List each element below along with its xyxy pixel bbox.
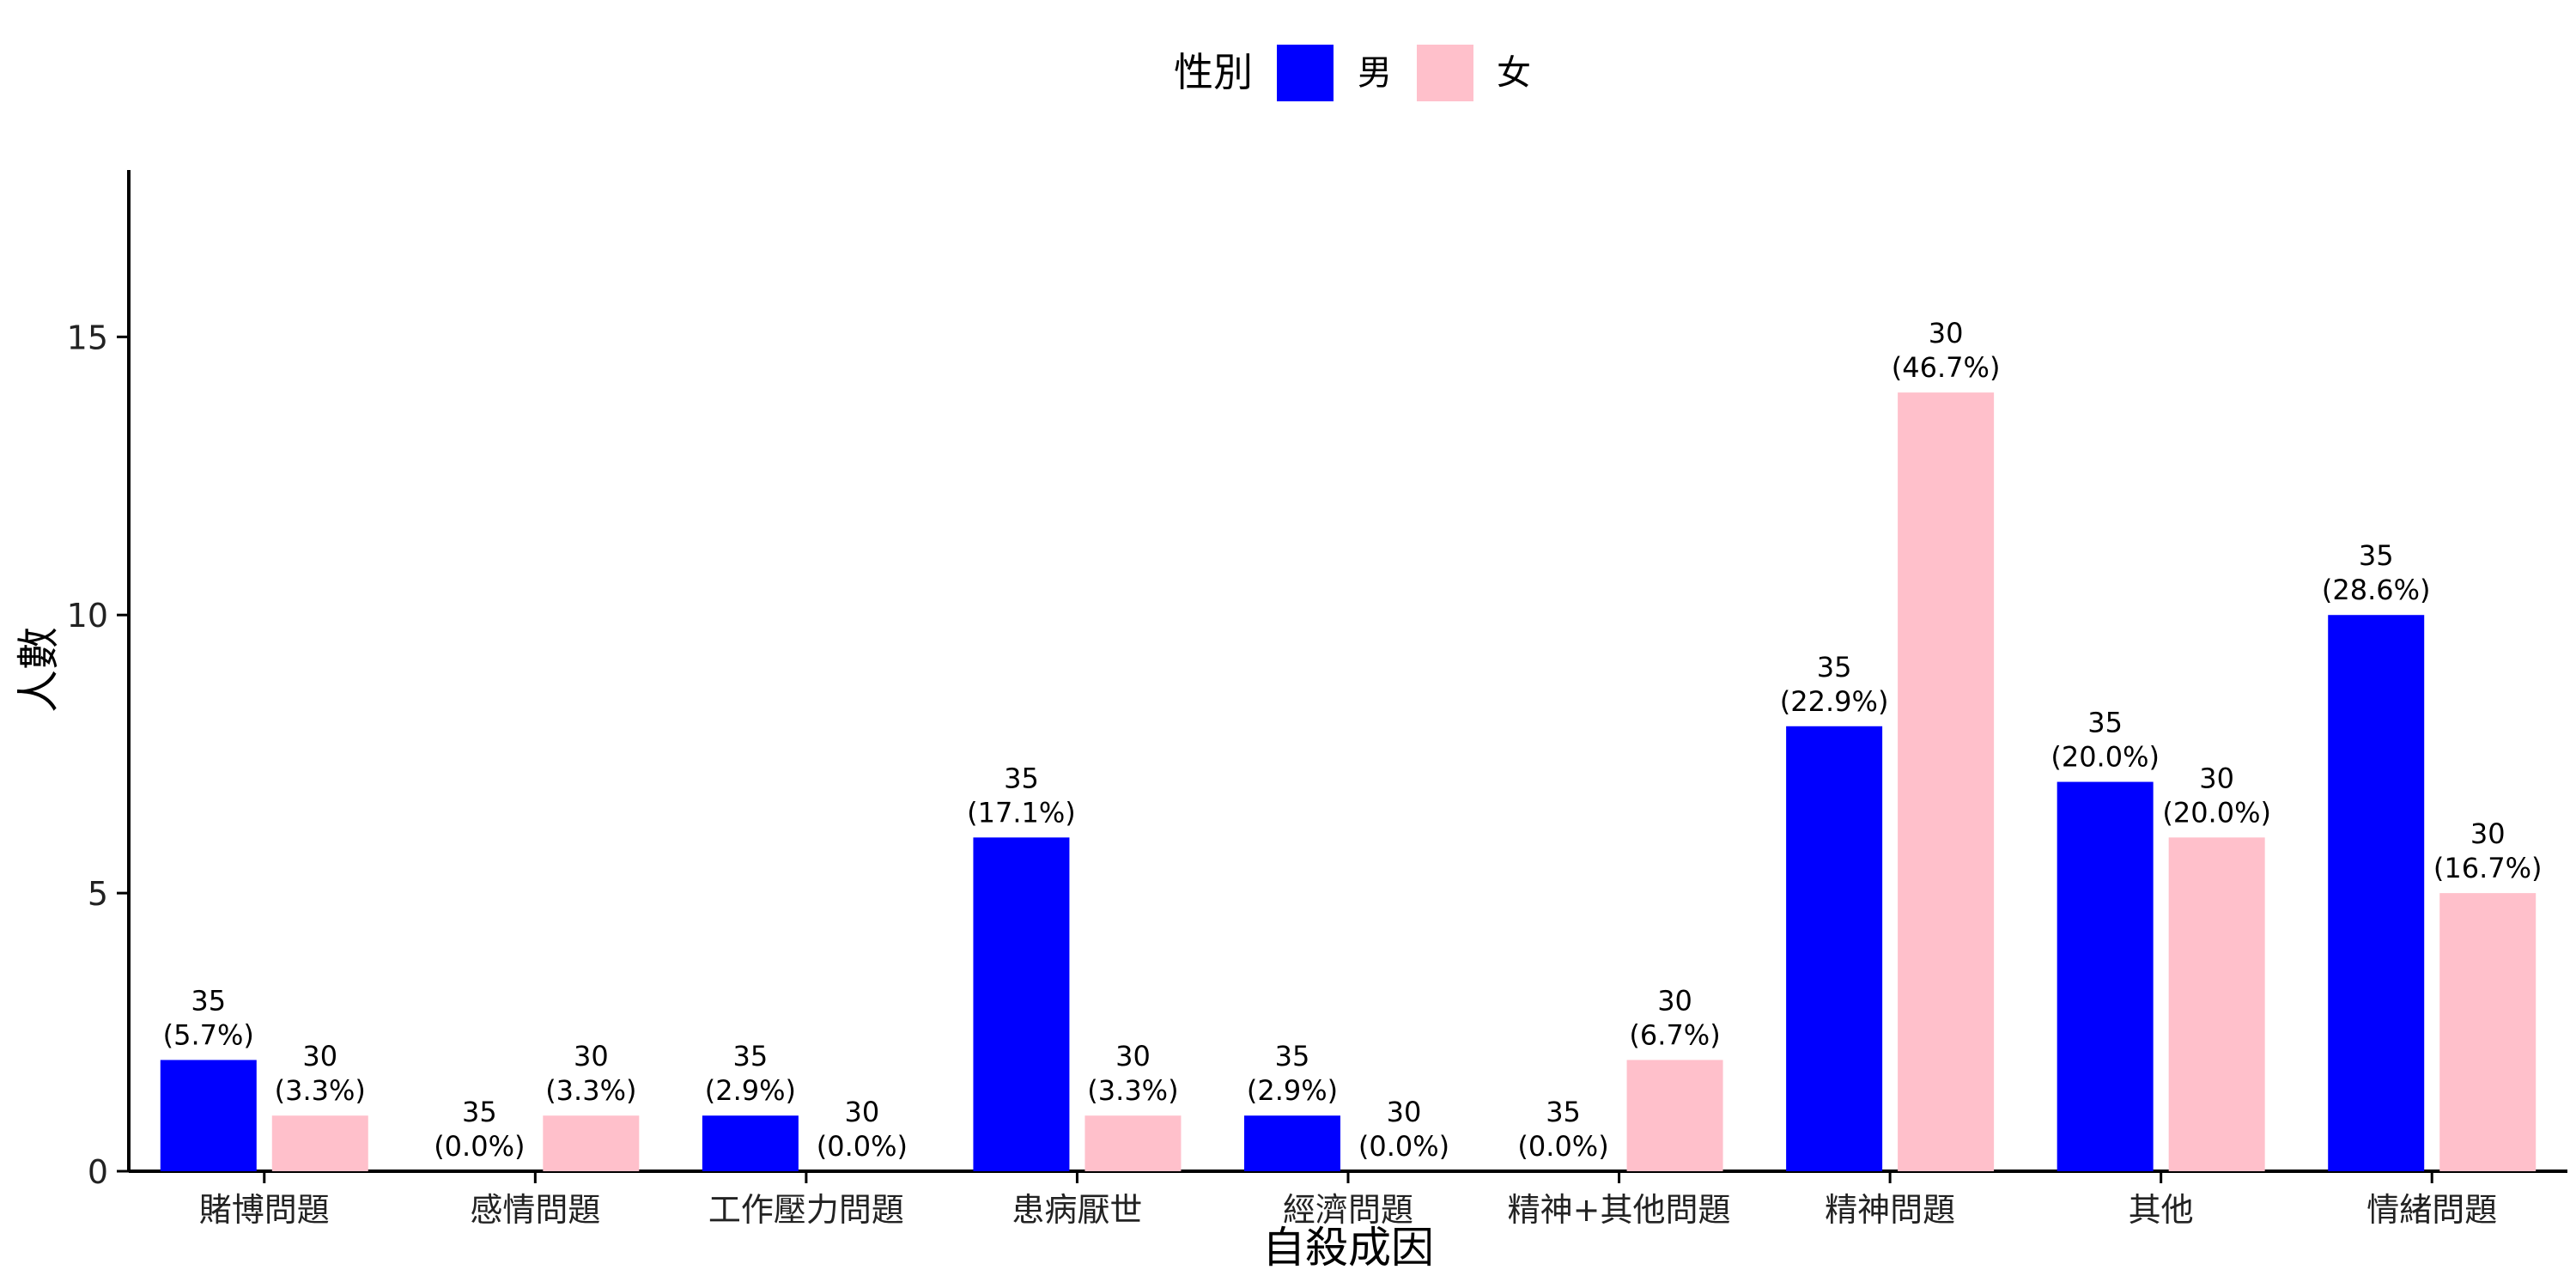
legend-title: 性別	[1174, 49, 1253, 95]
data-label-count: 35	[1004, 762, 1039, 794]
data-label-count: 35	[2087, 707, 2123, 739]
bar-male	[1786, 726, 1883, 1171]
bar-female	[1898, 392, 1995, 1172]
data-label-percent: (20.0%)	[2162, 796, 2271, 829]
data-label-count: 30	[1387, 1096, 1422, 1128]
data-label-count: 30	[1657, 984, 1692, 1017]
data-label-count: 30	[845, 1096, 880, 1128]
y-tick-label: 5	[88, 875, 108, 913]
x-axis-title: 自殺成因	[1262, 1223, 1434, 1273]
data-label-percent: (6.7%)	[1629, 1018, 1720, 1051]
bar-male	[973, 837, 1070, 1171]
data-label-percent: (2.9%)	[1247, 1074, 1338, 1107]
data-label-count: 30	[1115, 1040, 1151, 1072]
data-label-percent: (3.3%)	[275, 1074, 366, 1107]
data-label-percent: (0.0%)	[1358, 1130, 1449, 1163]
data-label-percent: (5.7%)	[163, 1018, 254, 1051]
x-tick-label: 賭博問題	[199, 1191, 330, 1229]
bar-female	[1084, 1115, 1182, 1171]
x-tick-label: 情緒問題	[2366, 1191, 2497, 1229]
data-label-count: 35	[1817, 651, 1852, 683]
data-label-count: 30	[1929, 317, 1964, 349]
bar-male	[160, 1060, 257, 1171]
data-label-count: 35	[1546, 1096, 1581, 1128]
bar-female	[271, 1115, 368, 1171]
data-label-count: 30	[574, 1040, 609, 1072]
x-tick-label: 精神+其他問題	[1508, 1191, 1731, 1229]
data-label-percent: (3.3%)	[545, 1074, 636, 1107]
data-label-percent: (0.0%)	[1517, 1130, 1608, 1163]
x-tick-label: 經濟問題	[1283, 1191, 1413, 1229]
data-label-percent: (22.9%)	[1780, 685, 1889, 718]
x-tick-label: 其他	[2129, 1191, 2194, 1229]
y-tick-label: 15	[67, 319, 108, 356]
bar-female	[1626, 1060, 1723, 1171]
y-tick-label: 10	[67, 597, 108, 635]
data-label-percent: (20.0%)	[2050, 741, 2160, 774]
legend-swatch-male	[1277, 45, 1334, 101]
data-label-count: 35	[733, 1040, 769, 1072]
data-label-count: 35	[2359, 539, 2394, 572]
bar-female	[543, 1115, 640, 1171]
legend-label-male: 男	[1358, 53, 1392, 93]
data-label-percent: (0.0%)	[817, 1130, 908, 1163]
bar-male	[2328, 615, 2425, 1171]
x-tick-label: 患病厭世	[1012, 1191, 1142, 1229]
bar-male	[702, 1115, 799, 1171]
legend-swatch-female	[1417, 45, 1473, 101]
y-tick-label: 0	[88, 1153, 108, 1191]
data-label-count: 35	[1275, 1040, 1310, 1072]
bar-male	[2057, 781, 2154, 1171]
bars	[160, 392, 2537, 1172]
data-label-count: 35	[191, 984, 226, 1017]
bar-female	[2168, 837, 2265, 1171]
data-label-count: 30	[2470, 817, 2506, 850]
x-tick-label: 感情問題	[470, 1191, 600, 1229]
legend-label-female: 女	[1497, 53, 1531, 93]
bar-labels: 35(5.7%)30(3.3%)35(0.0%)30(3.3%)35(2.9%)…	[163, 317, 2543, 1163]
x-tick-label: 精神問題	[1825, 1191, 1955, 1229]
data-label-percent: (17.1%)	[967, 796, 1076, 829]
data-label-percent: (28.6%)	[2322, 574, 2431, 606]
data-label-count: 35	[462, 1096, 497, 1128]
bar-male	[1244, 1115, 1340, 1171]
y-axis: 0 5 10 15	[67, 170, 131, 1191]
data-label-count: 30	[302, 1040, 337, 1072]
data-label-count: 30	[2199, 762, 2234, 794]
y-axis-title: 人數	[14, 627, 64, 713]
data-label-percent: (0.0%)	[434, 1130, 525, 1163]
bar-female	[2439, 893, 2537, 1171]
data-label-percent: (3.3%)	[1087, 1074, 1178, 1107]
data-label-percent: (46.7%)	[1892, 351, 2001, 384]
x-axis: 賭博問題 感情問題 工作壓力問題 患病厭世 經濟問題 精神+其他問題 精神問題 其他 情緒問題	[129, 1170, 2567, 1229]
data-label-percent: (2.9%)	[705, 1074, 796, 1107]
x-tick-label: 工作壓力問題	[708, 1191, 904, 1229]
legend: 性別 男 女	[1174, 45, 1531, 101]
data-label-percent: (16.7%)	[2433, 852, 2543, 884]
